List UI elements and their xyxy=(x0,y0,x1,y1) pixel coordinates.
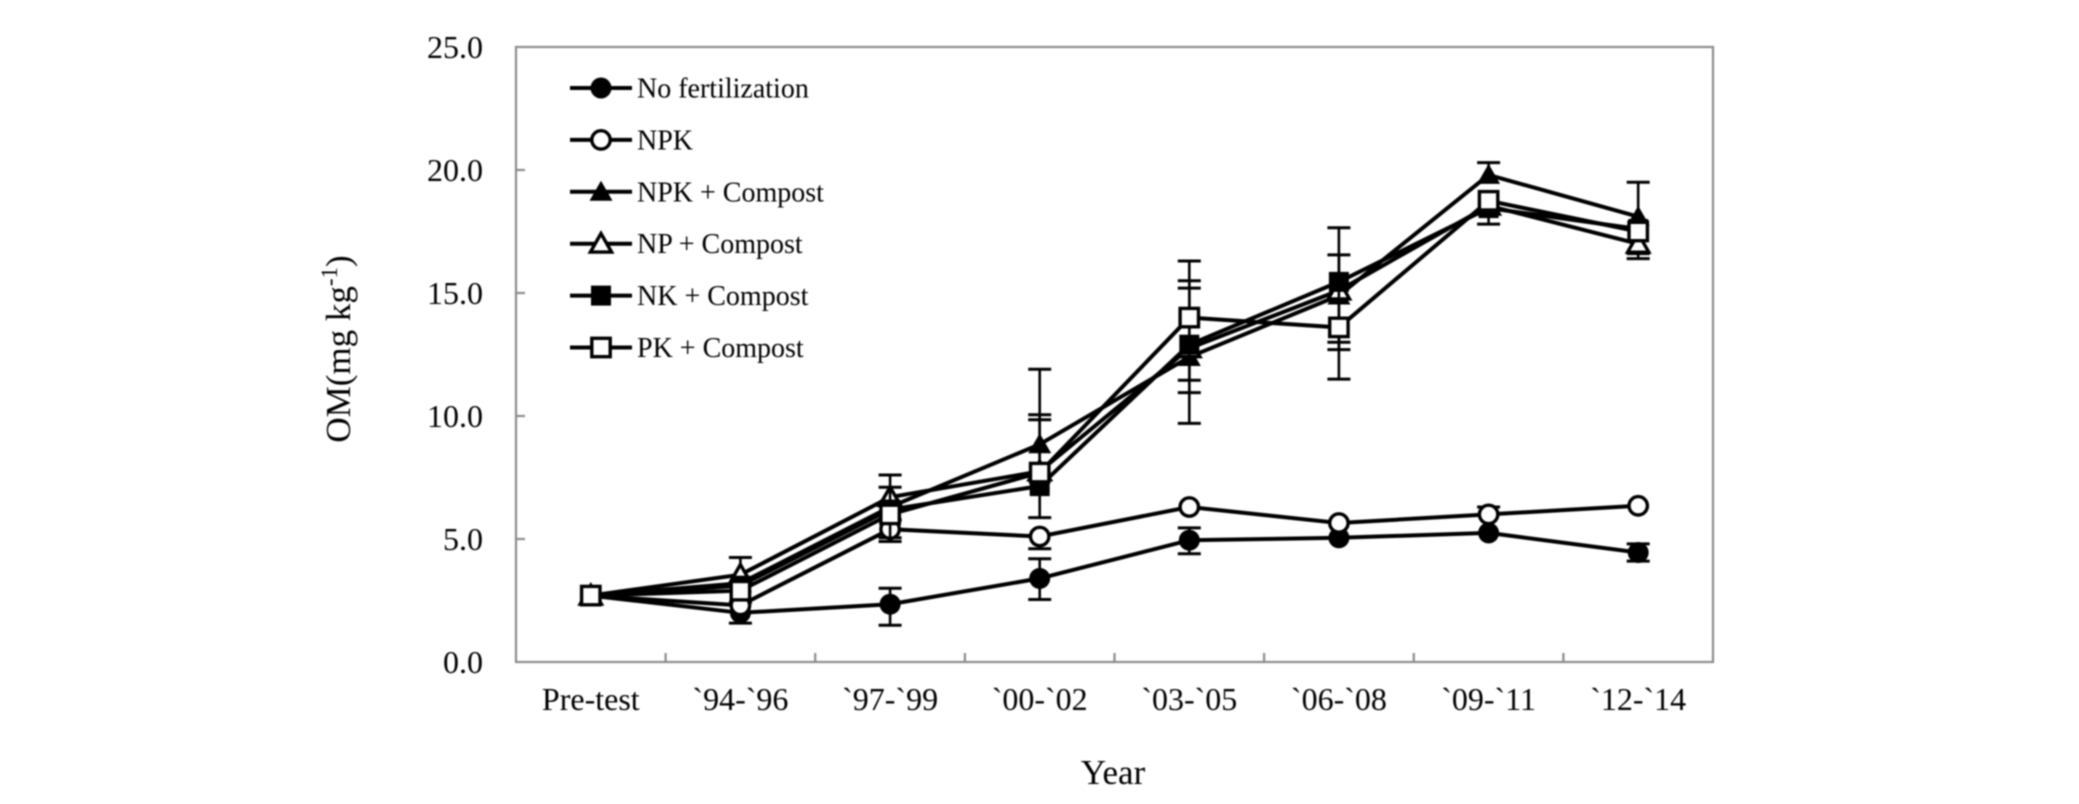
svg-text:`09-`11: `09-`11 xyxy=(1441,681,1536,717)
svg-text:`03-`05: `03-`05 xyxy=(1141,681,1237,717)
svg-text:5.0: 5.0 xyxy=(443,521,483,557)
svg-text:25.0: 25.0 xyxy=(427,29,483,65)
svg-text:NP + Compost: NP + Compost xyxy=(637,229,803,260)
svg-text:`97-`99: `97-`99 xyxy=(842,681,938,717)
svg-text:15.0: 15.0 xyxy=(427,275,483,311)
svg-text:10.0: 10.0 xyxy=(427,398,483,434)
svg-text:Pre-test: Pre-test xyxy=(542,681,640,717)
svg-text:20.0: 20.0 xyxy=(427,152,483,188)
svg-text:`06-`08: `06-`08 xyxy=(1291,681,1387,717)
svg-text:Year: Year xyxy=(1081,753,1146,792)
svg-text:OM(mg kg-1): OM(mg kg-1) xyxy=(317,255,358,442)
svg-text:NPK: NPK xyxy=(637,125,693,156)
svg-text:NPK + Compost: NPK + Compost xyxy=(637,177,824,208)
svg-text:No fertilization: No fertilization xyxy=(637,74,809,105)
svg-text:`00-`02: `00-`02 xyxy=(992,681,1088,717)
svg-text:`94-`96: `94-`96 xyxy=(692,681,788,717)
svg-text:`12-`14: `12-`14 xyxy=(1590,681,1686,717)
svg-text:NK + Compost: NK + Compost xyxy=(637,281,809,312)
svg-text:0.0: 0.0 xyxy=(443,644,483,680)
svg-text:PK + Compost: PK + Compost xyxy=(637,333,804,364)
